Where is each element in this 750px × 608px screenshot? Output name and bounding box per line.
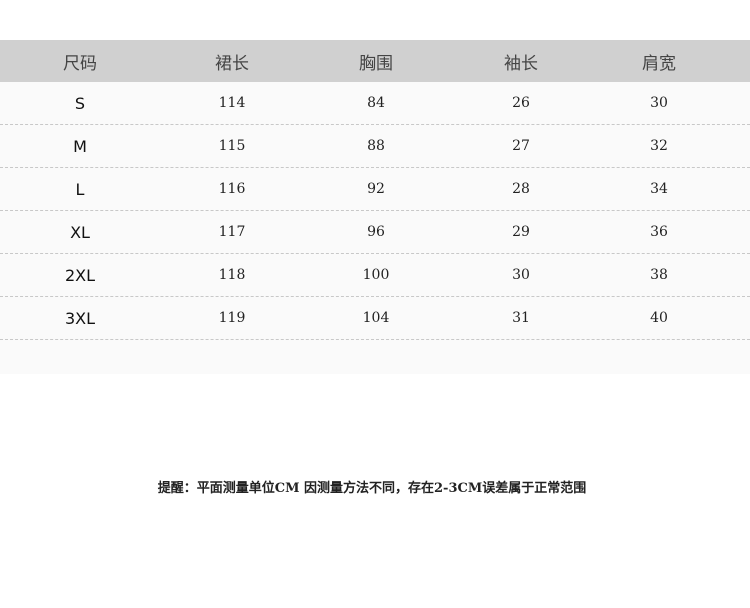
measurement-cell: 104 <box>362 310 390 326</box>
measurement-cell: 30 <box>650 95 668 111</box>
measurement-cell: 36 <box>650 224 668 240</box>
size-cell: 3XL <box>64 308 96 328</box>
measurement-cell: 31 <box>512 310 530 326</box>
header-size: 尺码 <box>63 53 97 74</box>
table-row: XL 117 96 29 36 <box>0 211 750 254</box>
header-dress-length: 裙长 <box>215 53 249 74</box>
measurement-cell: 32 <box>650 138 668 154</box>
table-row: L 116 92 28 34 <box>0 168 750 211</box>
measurement-cell: 96 <box>367 224 385 240</box>
measurement-cell: 117 <box>218 224 246 240</box>
table-header: 尺码 裙长 胸围 袖长 肩宽 <box>0 40 750 82</box>
measurement-cell: 27 <box>512 138 530 154</box>
table-row: M 115 88 27 32 <box>0 125 750 168</box>
empty-row <box>0 340 750 374</box>
measurement-cell: 28 <box>512 181 530 197</box>
header-shoulder-width: 肩宽 <box>642 53 676 74</box>
measurement-cell: 40 <box>650 310 668 326</box>
measurement-cell: 92 <box>367 181 385 197</box>
measurement-cell: 30 <box>512 267 530 283</box>
measurement-cell: 100 <box>362 267 390 283</box>
measurement-cell: 38 <box>650 267 668 283</box>
table-row: S 114 84 26 30 <box>0 82 750 125</box>
measurement-cell: 26 <box>512 95 530 111</box>
measurement-cell: 88 <box>367 138 385 154</box>
measurement-cell: 118 <box>218 267 246 283</box>
size-cell: XL <box>70 222 90 242</box>
measurement-cell: 84 <box>367 95 385 111</box>
measurement-cell: 116 <box>218 181 246 197</box>
size-cell: L <box>75 179 85 199</box>
measurement-cell: 119 <box>218 310 246 326</box>
header-sleeve-length: 袖长 <box>504 53 538 74</box>
size-cell: 2XL <box>64 265 96 285</box>
measurement-cell: 114 <box>218 95 246 111</box>
size-cell: S <box>74 93 86 113</box>
measurement-cell: 34 <box>650 181 668 197</box>
size-cell: M <box>73 136 87 156</box>
size-chart-table: 尺码 裙长 胸围 袖长 肩宽 S 114 84 26 30 M 115 88 27 32 L 116 9… <box>0 40 750 374</box>
measurement-note: 提醒：平面测量单位CM 因测量方法不同，存在2-3CM误差属于正常范围 <box>157 481 587 496</box>
measurement-cell: 29 <box>512 224 530 240</box>
header-bust: 胸围 <box>359 53 393 74</box>
measurement-cell: 115 <box>218 138 246 154</box>
table-row: 2XL 118 100 30 38 <box>0 254 750 297</box>
table-row: 3XL 119 104 31 40 <box>0 297 750 340</box>
